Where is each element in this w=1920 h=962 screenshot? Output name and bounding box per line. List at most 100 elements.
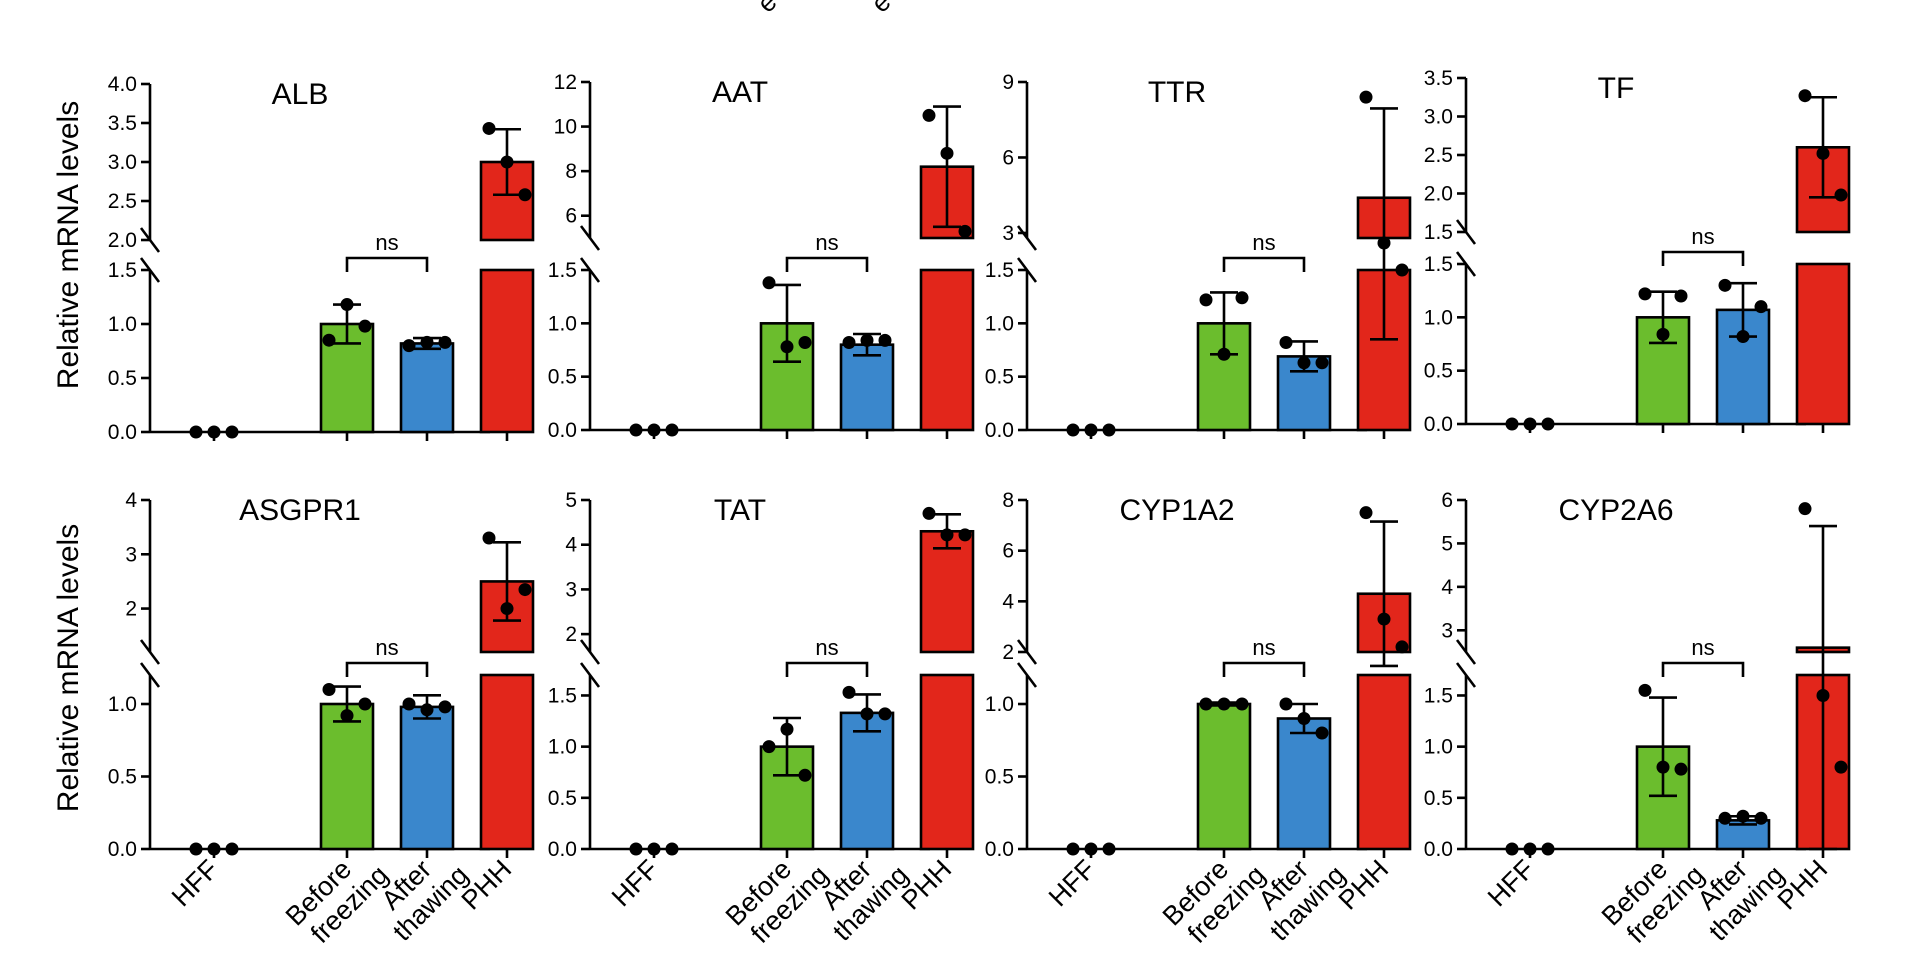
- bar: [1196, 702, 1252, 851]
- chart-title: ALB: [272, 78, 329, 111]
- significance-label: ns: [1252, 635, 1275, 660]
- bar-lower-segment: [919, 673, 975, 851]
- chart-title: TF: [1598, 72, 1635, 105]
- data-point: [1754, 811, 1768, 825]
- data-point: [940, 528, 954, 542]
- data-point: [322, 683, 336, 696]
- axis-break-mark: [579, 225, 601, 251]
- data-point: [1217, 347, 1231, 361]
- data-point: [798, 336, 812, 350]
- y-tick-label: 0.5: [1424, 787, 1453, 810]
- data-point: [482, 121, 496, 135]
- data-point: [1359, 90, 1373, 104]
- data-point: [1279, 697, 1293, 711]
- data-point: [780, 340, 794, 354]
- y-tick-label: 6: [1002, 540, 1014, 563]
- data-point: [1315, 356, 1329, 370]
- x-tick-label: PHH: [896, 854, 958, 916]
- y-tick-label: 4: [565, 534, 577, 557]
- data-point: [1638, 683, 1652, 697]
- axis-break-mark: [1016, 662, 1038, 688]
- significance-label: ns: [1691, 635, 1714, 660]
- y-tick-label: 0.0: [1424, 838, 1453, 861]
- y-tick-label: 6: [1002, 146, 1014, 169]
- x-tick-label-line: HFF: [1043, 854, 1101, 912]
- data-point: [500, 155, 514, 169]
- y-tick-label: 3: [1441, 619, 1453, 642]
- bar: [839, 343, 895, 432]
- bar-lower-segment: [1356, 673, 1412, 851]
- y-tick-label: 5: [1441, 532, 1453, 555]
- significance-label: ns: [1691, 224, 1714, 249]
- data-point: [780, 722, 794, 736]
- data-point: [1505, 417, 1519, 431]
- x-tick-label: HFF: [606, 854, 664, 912]
- bar-lower-segment: [1795, 262, 1851, 426]
- bar-upper-segment: [919, 529, 975, 654]
- x-tick-label-line: PHH: [1333, 854, 1395, 916]
- caption-fragment: e: [865, 0, 896, 18]
- data-point: [665, 423, 679, 437]
- data-point: [1084, 842, 1098, 856]
- data-point: [647, 842, 661, 856]
- y-tick-label: 2.5: [1424, 144, 1453, 167]
- y-tick-label: 12: [554, 71, 577, 94]
- y-tick-label: 3.0: [1424, 106, 1453, 129]
- data-point: [402, 339, 416, 353]
- axis-break-mark: [579, 639, 601, 665]
- data-point: [629, 423, 643, 437]
- chart-title: AAT: [712, 76, 768, 109]
- data-point: [1541, 842, 1555, 856]
- x-tick-label-line: PHH: [456, 854, 518, 916]
- y-tick-label: 1.0: [548, 312, 577, 335]
- y-tick-label: 6: [1441, 489, 1453, 512]
- chart-title: TTR: [1148, 76, 1206, 109]
- chart-panel-tf: 0.0 0.5 1.0 1.5 1.5 2.0 2.5 3.0 3.5 TF ns: [1424, 67, 1851, 436]
- data-point: [1816, 146, 1830, 160]
- y-tick-label: 2: [125, 598, 137, 621]
- data-point: [1235, 291, 1249, 305]
- y-tick-label: 0.0: [985, 419, 1014, 442]
- x-tick-label: HFF: [1043, 854, 1101, 912]
- y-tick-label: 4: [1002, 590, 1014, 613]
- bar: [399, 342, 455, 434]
- significance-label: ns: [815, 635, 838, 660]
- axis-break-mark: [139, 662, 161, 688]
- significance-bracket: [345, 256, 429, 272]
- data-point: [842, 336, 856, 350]
- data-point: [1199, 293, 1213, 307]
- y-tick-label: 1.5: [108, 259, 137, 282]
- x-tick-label-line: PHH: [1772, 854, 1834, 916]
- y-axis-label-row-1: Relative mRNA levels: [52, 101, 85, 389]
- bar: [399, 705, 455, 851]
- data-point: [922, 108, 936, 122]
- data-point: [1102, 842, 1116, 856]
- data-point: [340, 298, 354, 312]
- y-tick-label: 1.5: [1424, 253, 1453, 276]
- data-point: [1816, 688, 1830, 702]
- chart-panel-alb: 0.0 0.5 1.0 1.5 2.0 2.5 3.0 3.5 4.0 ALB ns: [108, 73, 535, 444]
- significance-bracket: [785, 661, 869, 677]
- y-tick-label: 1.5: [985, 259, 1014, 282]
- y-tick-label: 0.0: [108, 421, 137, 444]
- data-point: [1395, 263, 1409, 277]
- data-point: [402, 697, 416, 711]
- bar: [839, 711, 895, 851]
- y-tick-label: 10: [554, 116, 577, 139]
- data-point: [1315, 726, 1329, 740]
- bar: [319, 702, 375, 851]
- data-point: [1798, 502, 1812, 516]
- data-point: [1674, 762, 1688, 776]
- y-tick-label: 3: [1002, 222, 1014, 245]
- bar-lower-segment: [479, 268, 535, 434]
- chart-title: CYP2A6: [1558, 494, 1673, 527]
- data-point: [842, 685, 856, 699]
- y-tick-label: 2.0: [1424, 183, 1453, 206]
- data-point: [860, 707, 874, 721]
- data-point: [518, 188, 532, 202]
- chart-title: ASGPR1: [239, 494, 361, 527]
- data-point: [1297, 356, 1311, 370]
